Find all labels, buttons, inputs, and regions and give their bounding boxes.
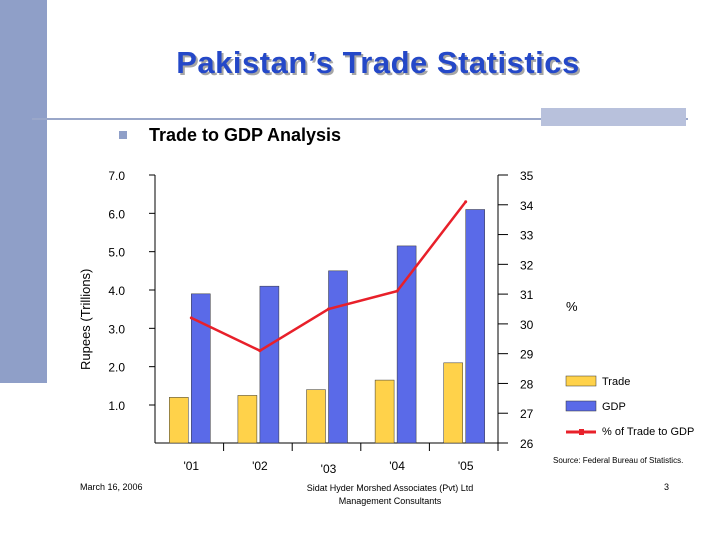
bullet-text: Trade to GDP Analysis — [149, 125, 342, 145]
x-tick-label: '02 — [252, 459, 268, 473]
chart-line — [189, 200, 468, 353]
slide-title: Pakistan’s Trade Statistics — [176, 45, 580, 80]
left-tick-label: 2.0 — [108, 361, 125, 375]
chart-legend — [565, 375, 597, 435]
footer-company: Sidat Hyder Morshed Associates (Pvt) Ltd… — [276, 482, 504, 508]
title-rule-box — [541, 108, 686, 126]
right-tick-label: 32 — [520, 258, 534, 272]
legend-swatch-gdp — [565, 400, 597, 412]
left-tick-label: 4.0 — [108, 284, 125, 298]
right-tick-label: 28 — [520, 377, 534, 391]
x-tick-label: '01 — [183, 459, 199, 473]
left-tick-label: 1.0 — [108, 399, 125, 413]
ratio-point — [395, 289, 399, 293]
left-tick-label: 6.0 — [108, 207, 125, 221]
bar-gdp — [396, 245, 417, 444]
bar-trade — [443, 362, 463, 444]
right-tick-label: 33 — [520, 229, 534, 243]
sidebar-lower — [0, 383, 47, 540]
y-axis-title: Rupees (Trillions) — [78, 268, 93, 370]
title-rule — [32, 118, 688, 120]
bullet-square-icon — [119, 131, 127, 139]
legend-swatch-trade — [565, 375, 597, 387]
source-note: Source: Federal Bureau of Statistics. — [553, 456, 684, 465]
bar-gdp — [191, 293, 211, 444]
x-tick-label: '05 — [458, 459, 474, 473]
bar-trade — [306, 389, 326, 444]
page-number: 3 — [664, 482, 670, 492]
bar-trade — [237, 395, 258, 444]
footer-date: March 16, 2006 — [80, 482, 143, 492]
right-tick-label: 34 — [520, 199, 534, 213]
ratio-point — [464, 200, 468, 204]
legend-marker-ratio — [579, 429, 584, 435]
bar-trade — [169, 397, 189, 444]
ratio-point — [189, 316, 193, 320]
bar-trade — [374, 379, 395, 444]
right-tick-label: 27 — [520, 407, 534, 421]
y-axis-title-wrap: Rupees (Trillions) — [78, 269, 93, 371]
left-tick-label: 3.0 — [108, 322, 125, 336]
chart-axes — [154, 175, 499, 444]
legend-label-trade: Trade — [602, 376, 631, 388]
chart-ticks: 7.0 6.0 5.0 4.0 3.0 2.0 1.0 35 34 33 32 31 30 29 28 27 2… — [108, 169, 533, 476]
legend-label-ratio: % of Trade to GDP — [602, 426, 695, 438]
ratio-point — [258, 349, 262, 353]
bar-gdp — [259, 285, 280, 444]
sidebar-accent — [0, 0, 47, 383]
footer-company-line1: Sidat Hyder Morshed Associates (Pvt) Ltd — [306, 483, 474, 493]
chart-bars — [169, 209, 485, 444]
right-tick-label: 26 — [520, 437, 534, 451]
left-tick-label: 7.0 — [108, 169, 125, 183]
bar-gdp — [465, 209, 485, 444]
right-tick-label: 29 — [520, 348, 534, 362]
ratio-point — [327, 307, 330, 311]
y2-axis-title: % — [566, 299, 578, 314]
x-tick-label: '04 — [389, 459, 405, 473]
right-tick-label: 31 — [520, 288, 534, 302]
x-tick-label: '03 — [321, 462, 337, 476]
bar-gdp — [328, 270, 348, 444]
footer-company-line2: Management Consultants — [338, 496, 442, 506]
right-tick-label: 35 — [520, 169, 534, 183]
left-tick-label: 5.0 — [108, 246, 125, 260]
right-tick-label: 30 — [520, 318, 534, 332]
legend-label-gdp: GDP — [602, 401, 626, 413]
